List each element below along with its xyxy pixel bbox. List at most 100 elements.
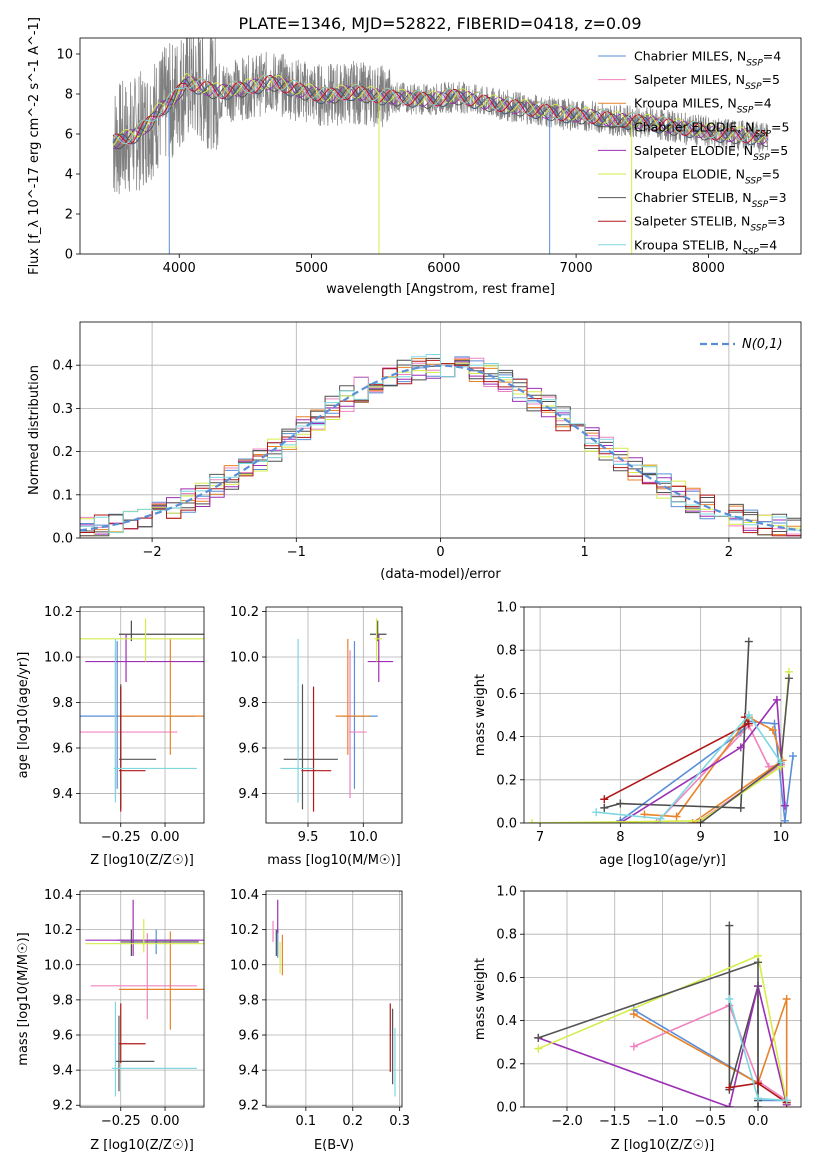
weight-marker [744,719,753,728]
y-tick-label: 10.2 [44,923,73,938]
weight-line-2 [644,716,784,823]
y-tick-label: 9.4 [238,1064,259,1079]
x-tick-label: 0.0 [748,1114,769,1129]
axes-frame [79,890,205,1108]
spectrum-model-5 [112,73,769,147]
y-tick-label: 10.4 [230,888,259,903]
weight-marker [528,819,537,823]
y-tick-label: 10.0 [44,958,73,973]
x-tick-label: 9.5 [298,830,319,845]
y-tick-label: 10 [56,48,73,63]
x-axis-label: Z [log10(Z/Z☉)] [90,1138,194,1153]
weight-marker [725,995,734,1003]
y-tick-label: 0.2 [496,773,517,788]
plot-area [80,607,204,823]
weight-line-3 [604,641,750,809]
spectrum-model-8 [112,74,769,145]
x-tick-label: 10.0 [349,830,378,845]
plot-area [524,891,801,1107]
y-tick-label: 9.6 [238,741,259,756]
panel-mass-vs-EBV: 0.1 0.2 0.3 9.2 9.4 9.6 9.8 10.0 10.2 10.4 E(B-V) [230,888,410,1153]
weight-marker [780,801,789,810]
y-tick-label: 0.4 [496,1014,517,1029]
figure-title: PLATE=1346, MJD=52822, FIBERID=0418, z=0… [238,14,641,33]
x-tick-label: 4000 [163,261,196,276]
x-tick-label: 0.00 [151,1114,180,1129]
y-tick-label: 9.4 [52,1064,73,1079]
weight-marker [600,795,609,804]
x-tick-label: 8 [616,830,624,845]
y-tick-label: 0.1 [52,488,73,503]
plot-area [524,607,801,823]
y-axis-label: mass [log10(M/M☉)] [16,932,31,1065]
y-tick-label: 9.4 [238,787,259,802]
y-tick-label: 9.8 [238,993,259,1008]
weight-marker [754,1094,763,1103]
y-tick-label: 10.2 [230,605,259,620]
y-tick-label: 10.2 [230,923,259,938]
y-tick-label: 9.2 [52,1099,73,1114]
y-tick-label: 0.8 [496,644,517,659]
panel-mass-weight-vs-Z: −2.0 −1.5 −1.0 −0.5 0.0 0.0 0.2 0.4 0.6 0.8 1.0 Z [… [473,885,802,1153]
weight-marker [592,808,601,817]
x-tick-label: 8000 [692,261,725,276]
x-axis-label: wavelength [Angstrom, rest frame] [326,282,555,297]
legend-label: N(0,1) [742,337,783,352]
weight-marker [652,819,661,823]
x-tick-label: −0.25 [101,1114,141,1129]
y-tick-label: 4 [65,168,73,183]
weight-marker [754,1103,763,1107]
y-tick-label: 10.4 [44,888,73,903]
y-tick-label: 0.6 [496,687,517,702]
y-tick-label: 0.8 [496,928,517,943]
weight-marker [600,803,609,812]
y-tick-label: 0.0 [496,1101,517,1116]
weight-marker [534,1044,543,1053]
plot-area [112,38,769,254]
legend-label: Chabrier ELODIE, NSSP=5 [634,119,789,139]
x-tick-label: 9 [696,830,704,845]
axes-frame [265,606,403,824]
weight-marker [672,812,681,821]
y-tick-label: 1.0 [496,885,517,900]
y-tick-label: 9.6 [52,1029,73,1044]
weight-marker [770,719,779,728]
legend-label: Kroupa ELODIE, NSSP=5 [634,167,780,187]
y-axis-label: Flux [f_λ 10^-17 erg cm^-2 s^-1 A^-1] [27,17,42,275]
y-tick-label: 9.6 [238,1029,259,1044]
legend: Chabrier MILES, NSSP=4 Salpeter MILES, NS… [598,49,789,257]
y-tick-label: 0.0 [52,532,73,547]
x-tick-label: 7 [536,830,544,845]
weight-marker [725,1083,734,1092]
y-axis-label: mass weight [473,674,488,756]
x-tick-label: 5000 [295,261,328,276]
axes-frame [265,890,403,1108]
panel-residuals: −2 −1 0 1 2 0.0 0.1 0.2 0.3 0.4 (data-model)/error… [27,321,802,582]
x-tick-label: 0.3 [389,1114,410,1129]
weight-marker [780,816,789,823]
legend-label: Chabrier MILES, NSSP=4 [634,49,781,69]
legend-label: Salpeter MILES, NSSP=5 [634,72,780,92]
y-tick-label: 9.6 [52,741,73,756]
y-axis-label: Normed distribution [27,365,42,495]
x-tick-label: 0.2 [342,1114,363,1129]
weight-marker [776,758,785,767]
x-tick-label: −1 [287,545,306,560]
x-tick-label: 10 [773,830,790,845]
y-tick-label: 9.2 [238,1099,259,1114]
weight-line-4 [619,697,786,823]
x-tick-label: 6000 [427,261,460,276]
x-tick-label: 0.1 [296,1114,317,1129]
x-axis-label: (data-model)/error [380,567,501,582]
y-axis-label: mass weight [473,958,488,1040]
weight-marker [782,995,791,1003]
x-axis-label: E(B-V) [314,1138,354,1153]
y-axis-label: age [log10(age/yr)] [16,652,31,779]
x-tick-label: 1 [581,545,589,560]
weight-marker [725,921,734,930]
y-tick-label: 0.3 [52,402,73,417]
y-tick-label: 6 [65,128,73,143]
weight-marker [754,1079,763,1088]
plot-area [266,607,402,823]
